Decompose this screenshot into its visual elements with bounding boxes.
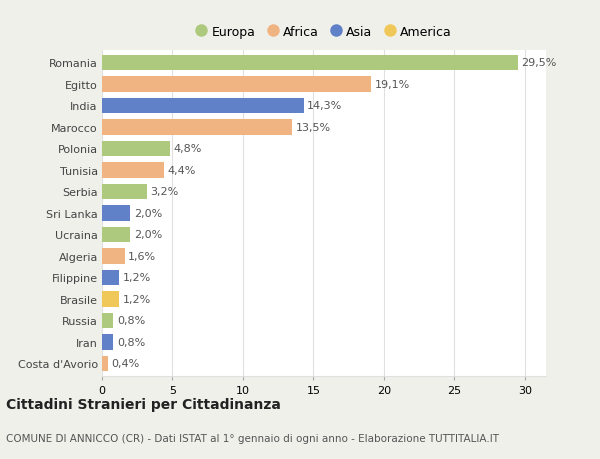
Text: Cittadini Stranieri per Cittadinanza: Cittadini Stranieri per Cittadinanza [6, 397, 281, 412]
Bar [102, 120, 292, 135]
Bar [102, 249, 125, 264]
Bar [102, 291, 119, 307]
Text: 0,8%: 0,8% [117, 316, 145, 325]
Bar [102, 270, 119, 285]
Bar [102, 141, 170, 157]
Bar [102, 184, 147, 200]
Text: 4,4%: 4,4% [167, 166, 196, 175]
Text: 1,2%: 1,2% [122, 273, 151, 283]
Text: 1,6%: 1,6% [128, 252, 156, 261]
Text: 3,2%: 3,2% [151, 187, 179, 197]
Text: 2,0%: 2,0% [134, 230, 162, 240]
Bar [102, 206, 130, 221]
Text: 2,0%: 2,0% [134, 208, 162, 218]
Bar [102, 227, 130, 243]
Text: COMUNE DI ANNICCO (CR) - Dati ISTAT al 1° gennaio di ogni anno - Elaborazione TU: COMUNE DI ANNICCO (CR) - Dati ISTAT al 1… [6, 433, 499, 442]
Text: 19,1%: 19,1% [375, 80, 410, 90]
Bar [102, 334, 113, 350]
Bar [102, 356, 107, 371]
Bar [102, 77, 371, 93]
Bar [102, 99, 304, 114]
Text: 13,5%: 13,5% [296, 123, 331, 133]
Text: 0,4%: 0,4% [111, 358, 139, 369]
Text: 29,5%: 29,5% [521, 58, 557, 68]
Text: 4,8%: 4,8% [173, 144, 202, 154]
Bar [102, 313, 113, 328]
Legend: Europa, Africa, Asia, America: Europa, Africa, Asia, America [191, 21, 457, 44]
Bar [102, 163, 164, 178]
Text: 14,3%: 14,3% [307, 101, 343, 111]
Text: 0,8%: 0,8% [117, 337, 145, 347]
Bar [102, 56, 518, 71]
Text: 1,2%: 1,2% [122, 294, 151, 304]
